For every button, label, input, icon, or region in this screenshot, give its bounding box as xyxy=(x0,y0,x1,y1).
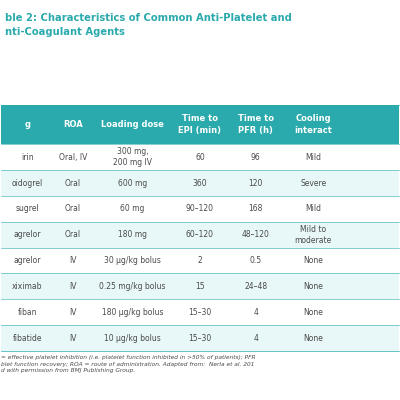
Text: fiban: fiban xyxy=(18,308,37,317)
Text: agrelor: agrelor xyxy=(14,256,41,265)
Text: IV: IV xyxy=(69,282,77,291)
Text: None: None xyxy=(303,334,323,342)
FancyBboxPatch shape xyxy=(1,170,399,196)
Text: Cooling
interact: Cooling interact xyxy=(294,114,332,134)
Text: oidogrel: oidogrel xyxy=(12,179,43,188)
Text: 180 μg/kg bolus: 180 μg/kg bolus xyxy=(102,308,163,317)
Text: 60–120: 60–120 xyxy=(186,230,214,239)
Text: 15–30: 15–30 xyxy=(188,308,212,317)
Text: IV: IV xyxy=(69,256,77,265)
Text: 96: 96 xyxy=(251,153,260,162)
Text: 168: 168 xyxy=(248,204,263,214)
FancyBboxPatch shape xyxy=(1,222,399,248)
Text: 24–48: 24–48 xyxy=(244,282,267,291)
Text: 30 μg/kg bolus: 30 μg/kg bolus xyxy=(104,256,161,265)
Text: 15–30: 15–30 xyxy=(188,334,212,342)
Text: fibatide: fibatide xyxy=(12,334,42,342)
FancyBboxPatch shape xyxy=(1,248,399,274)
Text: 0.25 mg/kg bolus: 0.25 mg/kg bolus xyxy=(99,282,166,291)
Text: 0.5: 0.5 xyxy=(250,256,262,265)
Text: 48–120: 48–120 xyxy=(242,230,270,239)
Text: 4: 4 xyxy=(253,308,258,317)
Text: 4: 4 xyxy=(253,334,258,342)
FancyBboxPatch shape xyxy=(1,325,399,351)
Text: 90–120: 90–120 xyxy=(186,204,214,214)
Text: 10 μg/kg bolus: 10 μg/kg bolus xyxy=(104,334,161,342)
Text: g: g xyxy=(24,120,30,129)
Text: 300 mg,
200 mg IV: 300 mg, 200 mg IV xyxy=(113,147,152,167)
Text: Oral, IV: Oral, IV xyxy=(59,153,87,162)
Text: 60 mg: 60 mg xyxy=(120,204,145,214)
Text: Mild: Mild xyxy=(305,153,321,162)
Text: agrelor: agrelor xyxy=(14,230,41,239)
Text: Oral: Oral xyxy=(65,230,81,239)
FancyBboxPatch shape xyxy=(1,299,399,325)
Text: Mild: Mild xyxy=(305,204,321,214)
Text: 15: 15 xyxy=(195,282,205,291)
Text: Oral: Oral xyxy=(65,179,81,188)
FancyBboxPatch shape xyxy=(1,274,399,299)
FancyBboxPatch shape xyxy=(1,105,399,144)
Text: 600 mg: 600 mg xyxy=(118,179,147,188)
Text: Time to
EPI (min): Time to EPI (min) xyxy=(178,114,222,134)
Text: Time to
PFR (h): Time to PFR (h) xyxy=(238,114,274,134)
Text: irin: irin xyxy=(21,153,34,162)
Text: Severe: Severe xyxy=(300,179,326,188)
Text: IV: IV xyxy=(69,334,77,342)
Text: Mild to
moderate: Mild to moderate xyxy=(294,225,332,245)
Text: sugrel: sugrel xyxy=(15,204,39,214)
Text: xiximab: xiximab xyxy=(12,282,42,291)
Text: ROA: ROA xyxy=(63,120,83,129)
Text: Loading dose: Loading dose xyxy=(101,120,164,129)
Text: 120: 120 xyxy=(248,179,263,188)
Text: 60: 60 xyxy=(195,153,205,162)
Text: 180 mg: 180 mg xyxy=(118,230,147,239)
Text: = effective platelet inhibition (i.e. platelet function inhibited in >50% of pat: = effective platelet inhibition (i.e. pl… xyxy=(1,355,256,373)
Text: None: None xyxy=(303,256,323,265)
FancyBboxPatch shape xyxy=(1,144,399,170)
FancyBboxPatch shape xyxy=(1,196,399,222)
Text: None: None xyxy=(303,282,323,291)
Text: IV: IV xyxy=(69,308,77,317)
Text: 2: 2 xyxy=(198,256,202,265)
Text: None: None xyxy=(303,308,323,317)
Text: ble 2: Characteristics of Common Anti-Platelet and
nti-Coagulant Agents: ble 2: Characteristics of Common Anti-Pl… xyxy=(5,13,292,36)
Text: 360: 360 xyxy=(193,179,207,188)
Text: Oral: Oral xyxy=(65,204,81,214)
